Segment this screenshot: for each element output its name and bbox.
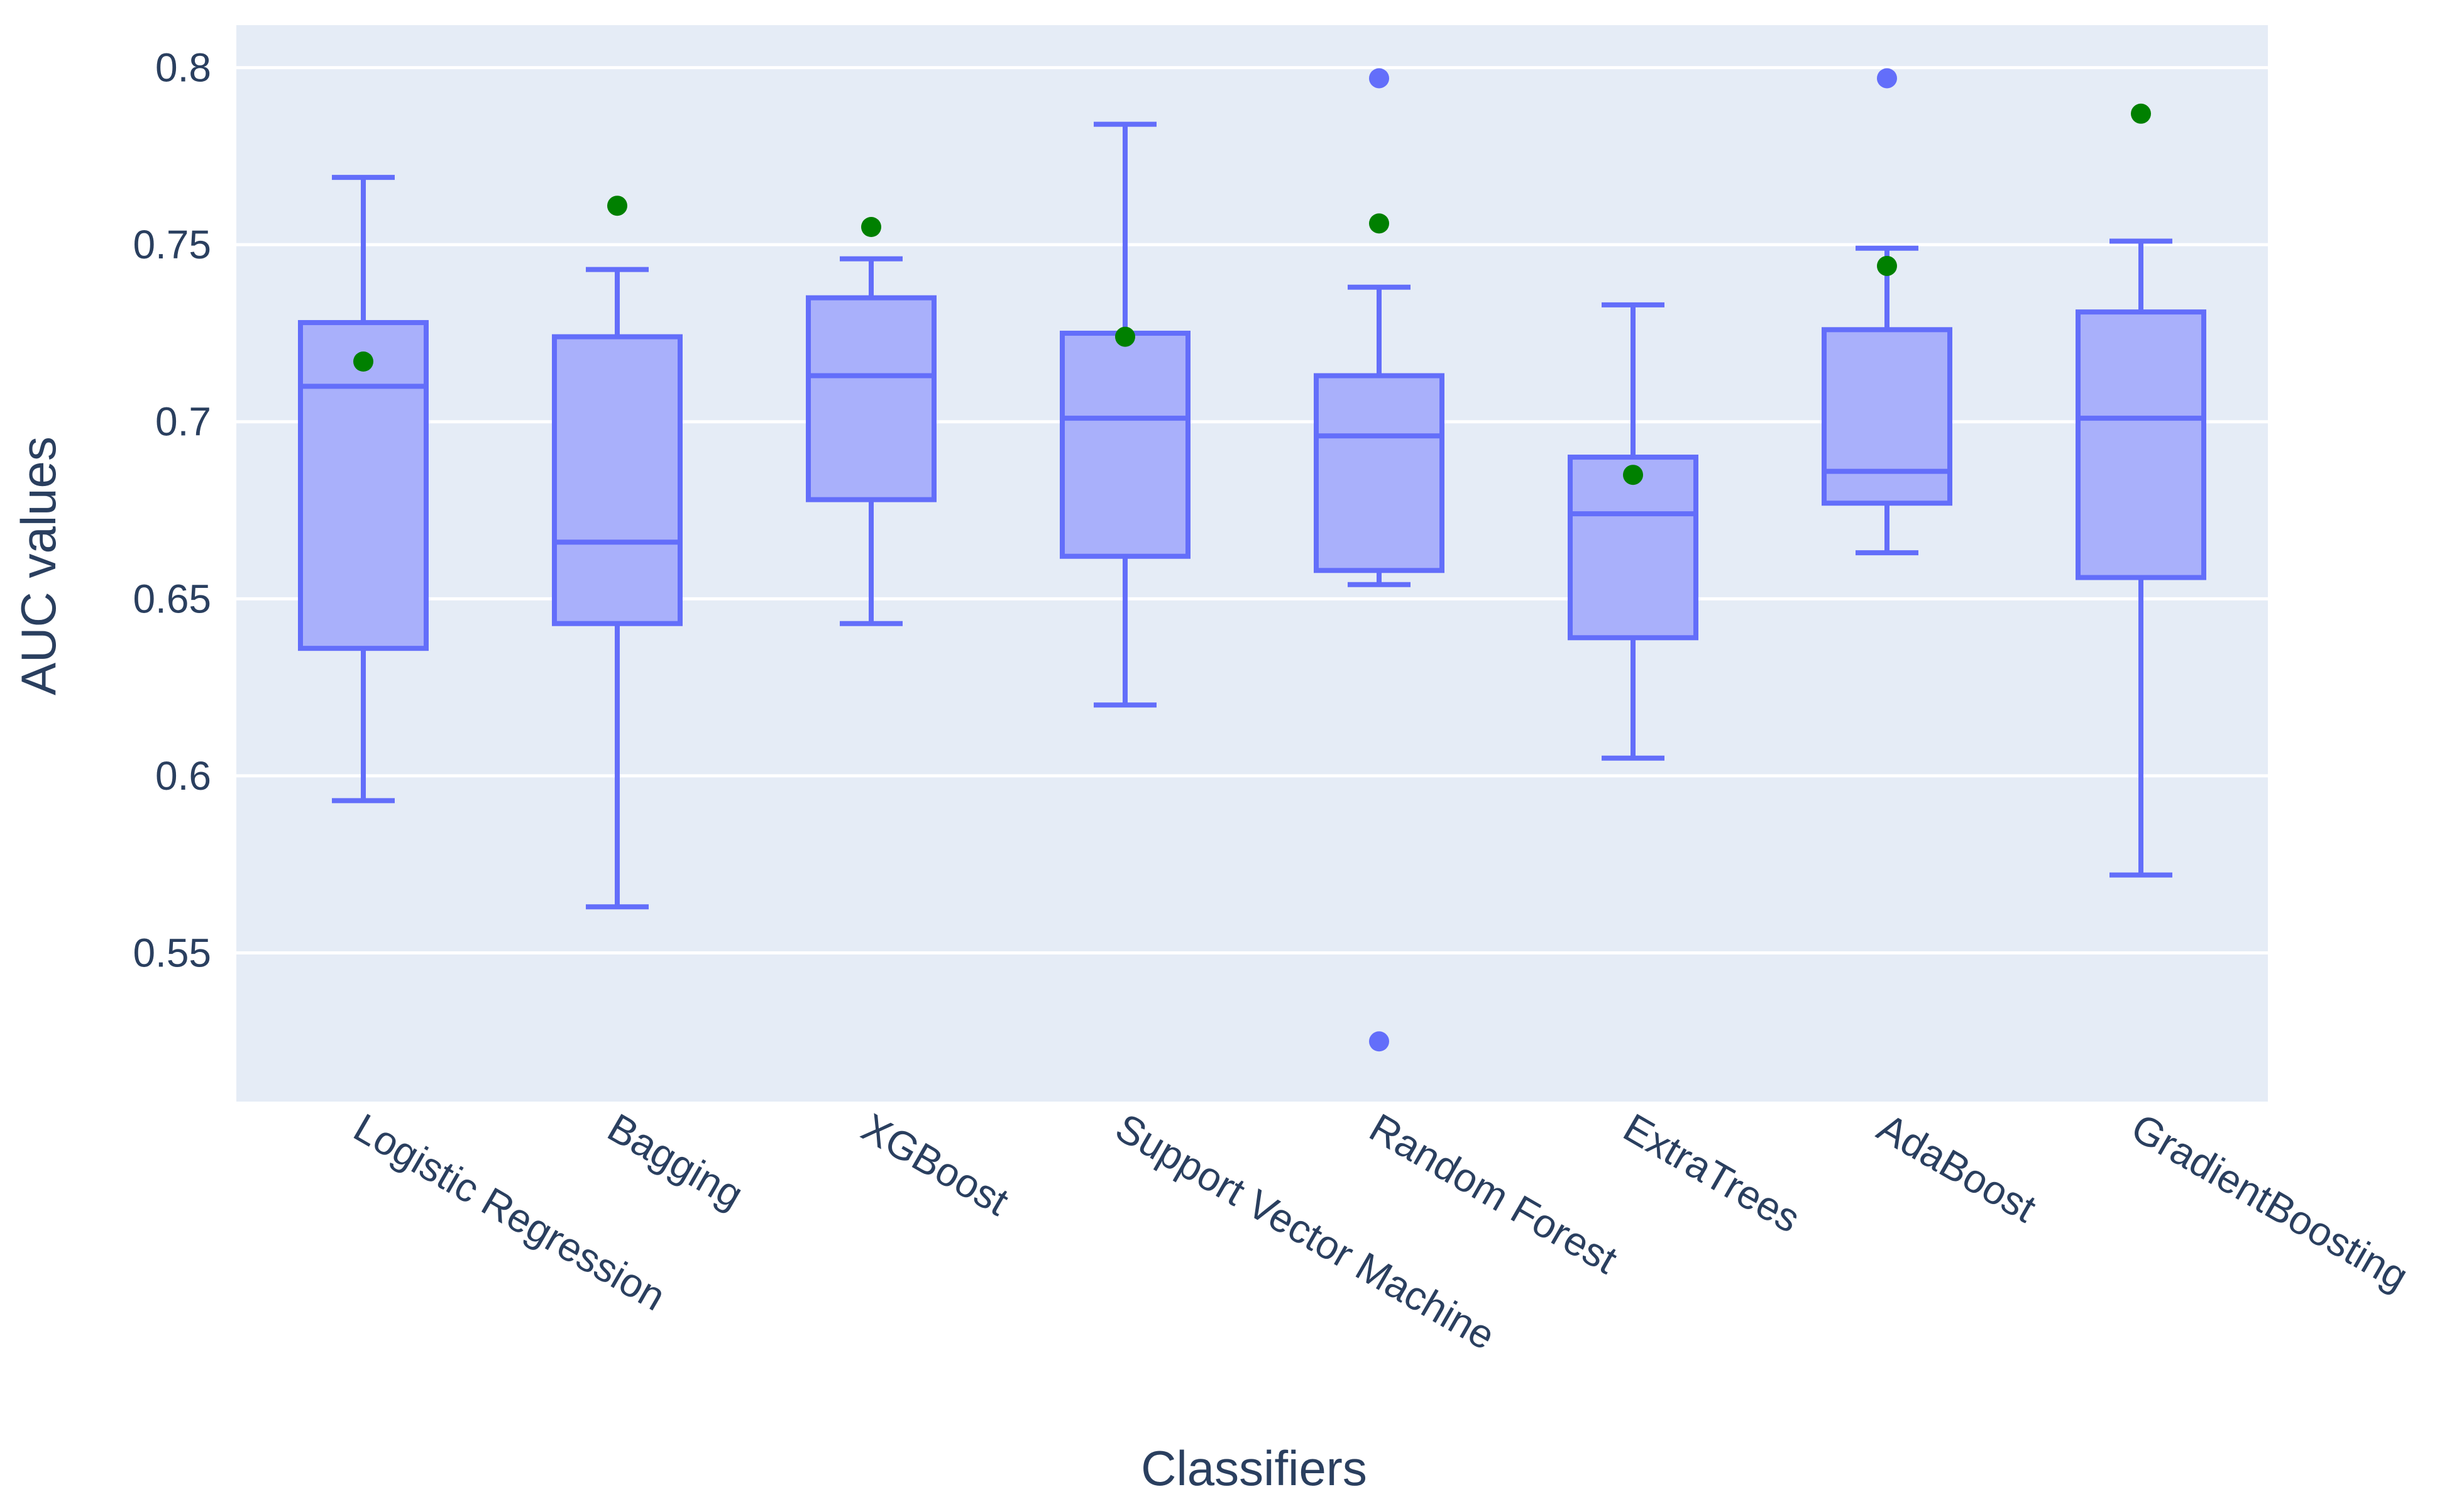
interquartile-box: [1060, 330, 1191, 559]
interquartile-box: [298, 320, 429, 651]
highlight-marker: [353, 351, 373, 372]
x-axis-title: Classifiers: [1141, 1440, 1367, 1496]
highlight-marker: [1877, 255, 1897, 276]
interquartile-box: [1568, 455, 1698, 641]
y-axis-title: AUC values: [11, 436, 66, 695]
y-tick-label: 0.8: [155, 45, 211, 91]
x-tick-label: GradientBoosting: [2124, 1105, 2416, 1300]
x-tick-label: XGBoost: [854, 1105, 1016, 1225]
y-tick-label: 0.6: [155, 753, 211, 799]
y-tick-label: 0.65: [133, 576, 211, 621]
y-tick-label: 0.75: [133, 222, 211, 267]
plot-background: [236, 25, 2268, 1102]
highlight-marker: [607, 196, 627, 216]
boxes: [298, 68, 2206, 1052]
box-gradientboosting: [2076, 103, 2206, 878]
highlight-marker: [861, 217, 881, 237]
box-random-forest: [1314, 68, 1444, 1052]
interquartile-box: [552, 334, 683, 626]
outlier-point: [1877, 68, 1897, 89]
highlight-marker: [1623, 465, 1643, 485]
interquartile-box: [1314, 373, 1444, 573]
box-adaboost: [1822, 68, 1952, 556]
highlight-marker: [2131, 103, 2151, 124]
outlier-point: [1369, 1031, 1389, 1052]
x-tick-label: ExtraTrees: [1616, 1105, 1808, 1242]
box-support-vector-machine: [1060, 121, 1191, 708]
x-tick-label: AdaBoost: [1870, 1105, 2044, 1231]
interquartile-box: [1822, 327, 1952, 506]
box-logistic-regression: [298, 175, 429, 804]
box-xgboost: [806, 217, 937, 626]
y-tick-label: 0.7: [155, 399, 211, 445]
highlight-marker: [1115, 326, 1135, 347]
interquartile-box: [2076, 309, 2206, 580]
x-tick-label: Bagging: [600, 1105, 751, 1218]
box-extratrees: [1568, 302, 1698, 761]
y-axis-ticks: 0.55 0.6 0.65 0.7 0.75 0.8: [133, 45, 211, 976]
outlier-point: [1369, 68, 1389, 89]
y-tick-label: 0.55: [133, 930, 211, 975]
highlight-marker: [1369, 213, 1389, 234]
box-bagging: [552, 196, 683, 910]
interquartile-box: [806, 295, 937, 502]
x-tick-label: Random Forest: [1362, 1105, 1625, 1283]
